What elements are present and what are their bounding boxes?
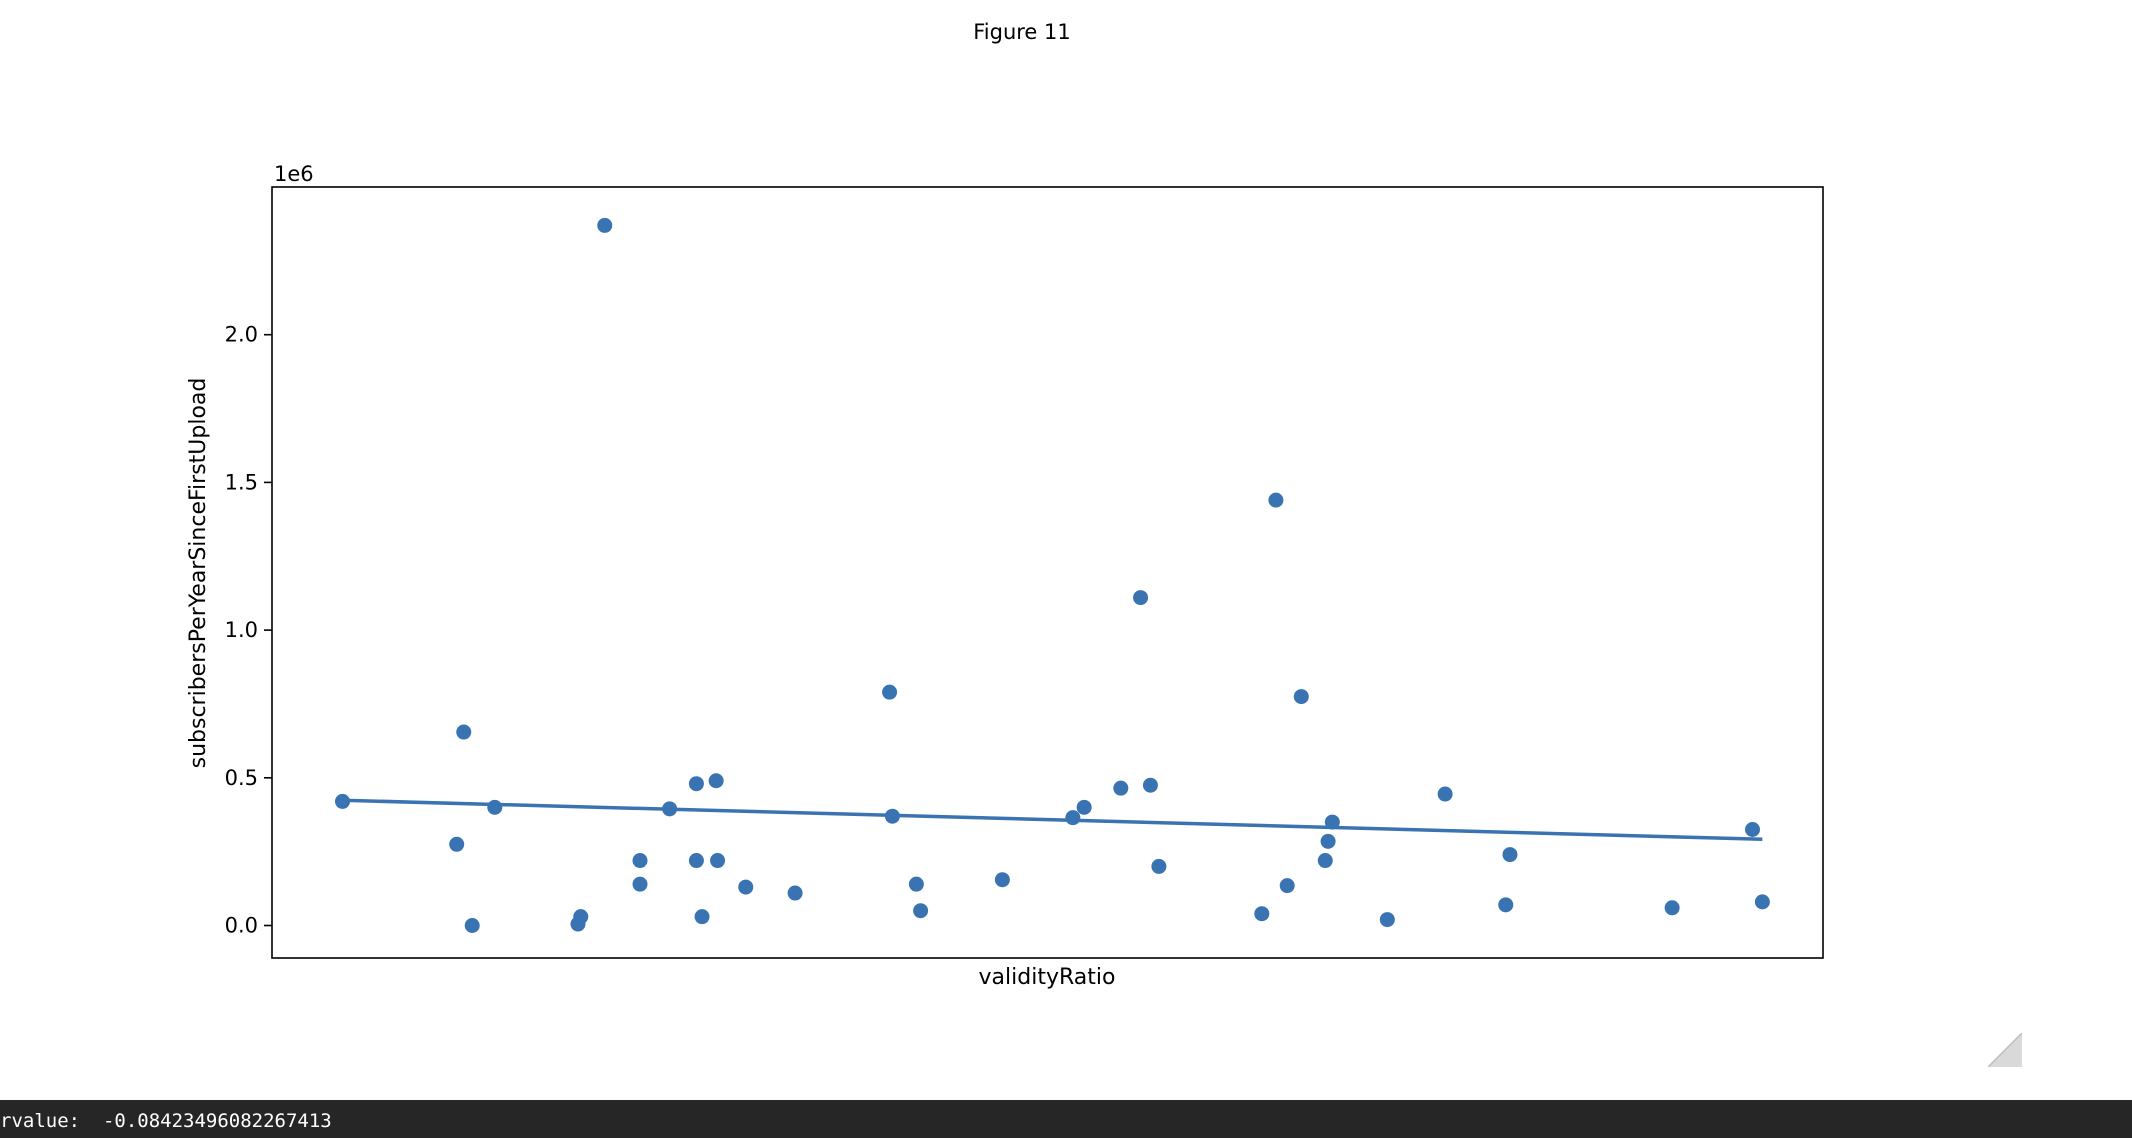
y-tick-label: 2.0 xyxy=(225,323,258,347)
data-point xyxy=(1379,912,1395,928)
y-tick-label: 0.0 xyxy=(225,914,258,938)
data-point xyxy=(632,853,648,869)
data-point xyxy=(710,853,726,869)
plot-frame xyxy=(271,186,1824,959)
data-point xyxy=(1133,590,1149,606)
data-point xyxy=(1293,689,1309,705)
data-point xyxy=(908,876,924,892)
data-point xyxy=(1754,894,1770,910)
x-axis-label: validityRatio xyxy=(979,965,1116,990)
data-point xyxy=(1113,780,1129,796)
data-point xyxy=(632,876,648,892)
data-point xyxy=(662,801,678,817)
data-point xyxy=(688,853,704,869)
data-point xyxy=(1254,906,1270,922)
data-point xyxy=(1268,492,1284,508)
data-point xyxy=(1498,897,1514,913)
data-point xyxy=(882,684,898,700)
resize-grip-icon[interactable] xyxy=(1988,1033,2022,1067)
data-point xyxy=(694,909,710,925)
data-point xyxy=(1151,858,1167,874)
status-bar: rvalue: -0.08423496082267413 xyxy=(0,1100,2132,1138)
data-point xyxy=(708,773,724,789)
data-point xyxy=(1664,900,1680,916)
data-point xyxy=(1317,853,1333,869)
y-tick-label: 1.0 xyxy=(225,618,258,642)
data-point xyxy=(1502,847,1518,863)
data-point xyxy=(884,808,900,824)
data-point xyxy=(1142,777,1158,793)
data-point xyxy=(1745,822,1760,837)
data-point xyxy=(573,909,589,925)
data-point xyxy=(1065,810,1081,826)
data-point xyxy=(1076,799,1092,815)
data-point xyxy=(1437,786,1453,802)
y-tick-label: 1.5 xyxy=(225,470,258,494)
data-point xyxy=(449,836,465,852)
y-axis-label: subscribersPerYearSinceFirstUpload xyxy=(186,378,211,769)
data-point xyxy=(456,724,472,740)
data-point xyxy=(688,776,704,792)
data-point xyxy=(1279,878,1295,894)
data-point xyxy=(597,217,613,233)
rvalue-label: rvalue: xyxy=(0,1110,81,1132)
regression-line xyxy=(342,798,1763,841)
data-point xyxy=(1324,814,1340,830)
data-point xyxy=(787,885,803,901)
data-point xyxy=(464,918,480,934)
rvalue-value: -0.08423496082267413 xyxy=(102,1110,332,1132)
scatter-chart: 0.0 0.5 1.0 1.5 2.0 1e6 validityRatio subscr… xyxy=(186,162,1824,990)
data-point xyxy=(913,903,929,919)
data-point xyxy=(994,872,1010,888)
figure-title: Figure 11 xyxy=(973,20,1071,44)
y-offset-label: 1e6 xyxy=(274,162,314,186)
data-point xyxy=(335,793,350,809)
data-point xyxy=(487,799,503,815)
data-point xyxy=(1320,833,1336,849)
data-point xyxy=(738,879,754,895)
y-tick-label: 0.5 xyxy=(225,766,258,790)
